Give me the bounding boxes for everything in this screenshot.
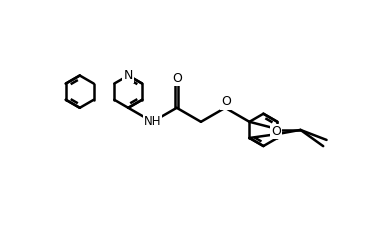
Text: O: O xyxy=(221,95,231,108)
Text: O: O xyxy=(172,72,182,85)
Text: N: N xyxy=(124,69,133,82)
Text: NH: NH xyxy=(144,115,161,128)
Text: O: O xyxy=(271,125,281,138)
